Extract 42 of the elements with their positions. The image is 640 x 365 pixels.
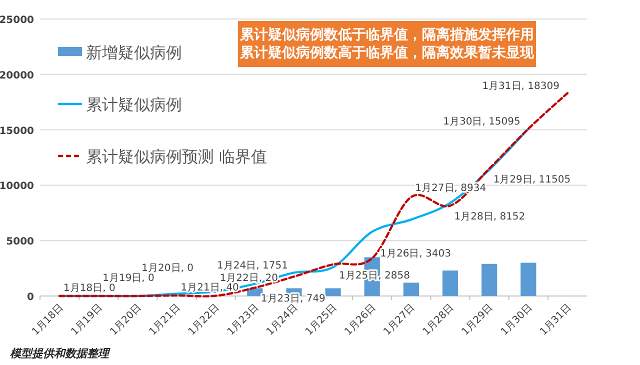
bar <box>325 288 341 296</box>
data-label: 1月18日, 0 <box>64 283 116 294</box>
x-tick-label: 1月27日 <box>382 302 418 338</box>
x-tick-label: 1月24日 <box>264 302 300 338</box>
data-label: 1月30日, 15095 <box>443 116 520 128</box>
x-tick-label: 1月30日 <box>499 302 535 338</box>
legend-label: 新增疑似病例 <box>86 43 182 62</box>
data-label: 1月23日, 749 <box>260 294 326 305</box>
bar <box>442 270 458 296</box>
data-label: 1月20日, 0 <box>142 263 194 274</box>
bar <box>482 264 498 296</box>
x-tick-label: 1月21日 <box>147 302 183 338</box>
x-tick-label: 1月29日 <box>460 302 496 338</box>
x-tick-label: 1月25日 <box>304 302 340 338</box>
y-tick-label: 25000 <box>0 15 34 26</box>
data-label: 1月28日, 8152 <box>454 212 526 223</box>
x-tick-label: 1月22日 <box>186 302 222 338</box>
data-label: 1月19日, 0 <box>102 273 154 284</box>
legend-label: 累计疑似病例预测 临界值 <box>86 147 268 166</box>
x-tick-label: 1月31日 <box>538 302 574 338</box>
x-tick-label: 1月26日 <box>342 302 378 338</box>
y-tick-label: 20000 <box>0 70 34 82</box>
y-tick-label: 0 <box>27 292 34 303</box>
annotation: 累计疑似病例数高于临界值，隔离效果暂未显现 <box>239 44 535 61</box>
y-tick-label: 10000 <box>0 181 34 192</box>
data-label: 1月29日, 11505 <box>493 174 571 186</box>
y-tick-label: 15000 <box>0 126 34 137</box>
data-label: 1月31日, 18309 <box>482 81 560 92</box>
data-label: 1月24日, 1751 <box>217 260 288 272</box>
note-box: 累计疑似病例数低于临界值，隔离措施发挥作用 累计疑似病例数高于临界值，隔离效果暂未显现 <box>238 21 536 67</box>
x-tick-label: 1月19日 <box>69 302 105 338</box>
y-tick-label: 5000 <box>6 236 34 248</box>
annotation: 累计疑似病例数低于临界值，隔离措施发挥作用 <box>239 26 534 43</box>
legend-label: 累计疑似病例 <box>86 95 182 114</box>
bar <box>520 262 536 296</box>
x-tick-label: 1月28日 <box>420 302 456 338</box>
x-tick-label: 1月18日 <box>30 302 66 338</box>
text: 模型提供和数据整理 <box>9 347 111 360</box>
data-label: 1月26日, 3403 <box>380 248 452 260</box>
x-tick-label: 1月20日 <box>108 302 144 338</box>
x-tick-label: 1月23日 <box>226 302 262 338</box>
bar <box>403 282 419 296</box>
